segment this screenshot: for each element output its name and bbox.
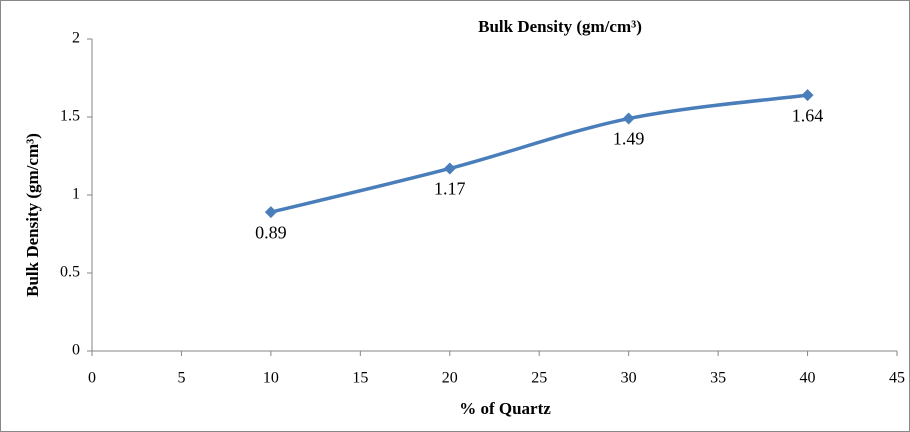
x-tick-label: 5 <box>177 370 185 387</box>
x-tick-label: 20 <box>442 370 458 387</box>
x-tick-label: 0 <box>88 370 96 387</box>
y-axis-label: Bulk Density (gm/cm³) <box>23 133 42 297</box>
x-tick-label: 40 <box>800 370 816 387</box>
point-marker <box>264 206 277 219</box>
y-tick-label: 1 <box>72 186 80 203</box>
series-line <box>270 93 808 214</box>
x-tick-label: 10 <box>263 370 279 387</box>
point-marker <box>801 89 814 102</box>
data-label: 1.17 <box>434 179 466 199</box>
data-label: 1.64 <box>792 105 824 125</box>
x-tick-label: 25 <box>531 370 547 387</box>
y-tick-label: 1.5 <box>60 108 80 125</box>
x-tick-label: 30 <box>621 370 637 387</box>
x-axis-label: % of Quartz <box>459 399 551 418</box>
x-tick-label: 35 <box>710 370 726 387</box>
point-marker <box>443 162 456 175</box>
x-tick-label: 15 <box>352 370 368 387</box>
y-tick-label: 0.5 <box>60 264 80 281</box>
y-tick-label: 0 <box>72 342 80 359</box>
data-label: 0.89 <box>255 222 287 242</box>
y-tick-label: 2 <box>72 30 80 47</box>
point-marker <box>622 112 635 125</box>
data-label: 1.49 <box>613 129 645 149</box>
x-tick-label: 45 <box>889 370 905 387</box>
chart-title: Bulk Density (gm/cm³) <box>478 17 642 36</box>
